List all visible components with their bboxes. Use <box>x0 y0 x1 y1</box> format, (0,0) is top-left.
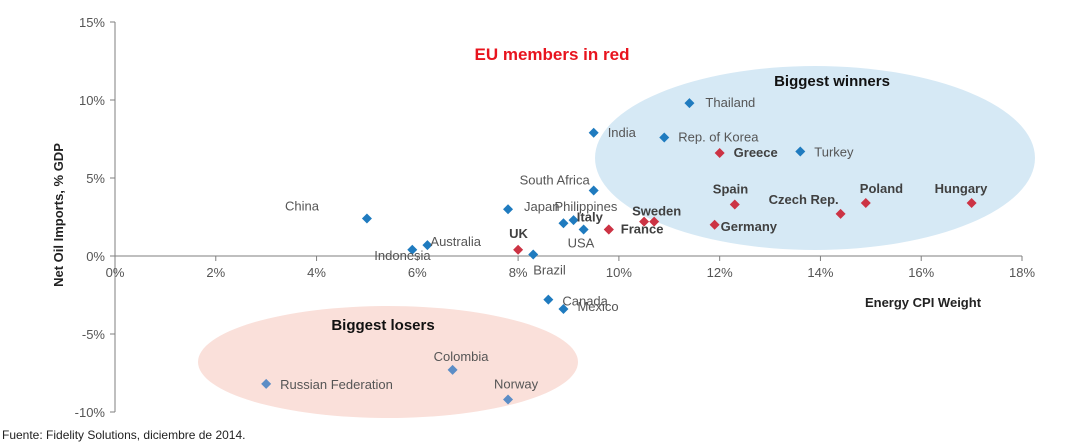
x-tick-label: 6% <box>408 265 427 280</box>
point-label-usa: USA <box>568 235 595 250</box>
y-tick-label: 10% <box>79 93 105 108</box>
point-label-russian-federation: Russian Federation <box>280 377 393 392</box>
point-label-spain: Spain <box>713 182 748 197</box>
point-philippines <box>558 218 569 229</box>
point-label-australia: Australia <box>430 234 481 249</box>
point-label-thailand: Thailand <box>705 95 755 110</box>
point-brazil <box>528 249 539 260</box>
point-germany <box>709 219 720 230</box>
point-label-turkey: Turkey <box>814 144 854 159</box>
point-label-philippines: Philippines <box>554 199 617 214</box>
point-label-indonesia: Indonesia <box>374 248 431 263</box>
point-label-norway: Norway <box>494 377 539 392</box>
x-axis-title: Energy CPI Weight <box>865 295 982 310</box>
point-rep-of-korea <box>659 132 670 143</box>
point-label-canada: Canada <box>562 294 608 309</box>
point-label-china: China <box>285 199 320 214</box>
x-tick-label: 0% <box>106 265 125 280</box>
point-label-south-africa: South Africa <box>520 172 591 187</box>
point-thailand <box>684 98 695 109</box>
x-tick-label: 10% <box>606 265 632 280</box>
point-south-africa <box>588 185 599 196</box>
x-tick-label: 12% <box>707 265 733 280</box>
x-tick-label: 14% <box>807 265 833 280</box>
point-label-india: India <box>608 125 637 140</box>
point-canada <box>543 294 554 305</box>
point-france <box>603 224 614 235</box>
y-tick-label: -5% <box>82 327 106 342</box>
eu-members-note: EU members in red <box>475 45 630 64</box>
biggest-winners-label: Biggest winners <box>774 73 890 90</box>
point-czech-rep- <box>835 208 846 219</box>
point-spain <box>729 199 740 210</box>
point-uk <box>513 244 524 255</box>
point-unlabeled <box>568 215 579 226</box>
point-india <box>588 127 599 138</box>
point-label-france: France <box>621 221 664 236</box>
point-china <box>361 213 372 224</box>
point-label-colombia: Colombia <box>434 349 490 364</box>
biggest-losers-label: Biggest losers <box>331 317 434 334</box>
point-label-japan: Japan <box>524 199 559 214</box>
y-tick-label: 5% <box>86 171 105 186</box>
x-tick-label: 2% <box>206 265 225 280</box>
point-label-rep-of-korea: Rep. of Korea <box>678 129 759 144</box>
y-tick-label: -10% <box>75 405 106 420</box>
point-australia <box>422 240 433 251</box>
point-label-mexico: Mexico <box>577 299 618 314</box>
point-label-italy: Italy <box>577 209 604 224</box>
point-greece <box>714 148 725 159</box>
x-tick-label: 4% <box>307 265 326 280</box>
point-turkey <box>795 146 806 157</box>
point-label-sweden: Sweden <box>632 204 681 219</box>
point-unlabeled <box>649 216 660 227</box>
source-note: Fuente: Fidelity Solutions, diciembre de… <box>2 428 246 442</box>
point-japan <box>503 204 514 215</box>
point-indonesia <box>407 244 418 255</box>
y-tick-label: 0% <box>86 249 105 264</box>
y-tick-label: 15% <box>79 15 105 30</box>
biggest-winners-ellipse <box>595 66 1035 250</box>
point-russian-federation <box>261 378 272 389</box>
point-sweden <box>639 216 650 227</box>
biggest-losers-ellipse <box>198 306 578 418</box>
x-tick-label: 18% <box>1009 265 1035 280</box>
point-label-uk: UK <box>509 226 528 241</box>
point-poland <box>860 197 871 208</box>
x-tick-label: 8% <box>509 265 528 280</box>
point-mexico <box>558 304 569 315</box>
point-label-greece: Greece <box>734 145 778 160</box>
point-label-czech-rep-: Czech Rep. <box>769 192 839 207</box>
point-label-poland: Poland <box>860 181 903 196</box>
point-label-hungary: Hungary <box>935 181 989 196</box>
point-hungary <box>966 197 977 208</box>
point-norway <box>503 394 514 405</box>
point-usa <box>578 224 589 235</box>
point-colombia <box>447 364 458 375</box>
point-label-brazil: Brazil <box>533 262 566 277</box>
x-tick-label: 16% <box>908 265 934 280</box>
point-label-germany: Germany <box>721 219 778 234</box>
y-axis-title: Net Oil Imports, % GDP <box>51 143 66 287</box>
